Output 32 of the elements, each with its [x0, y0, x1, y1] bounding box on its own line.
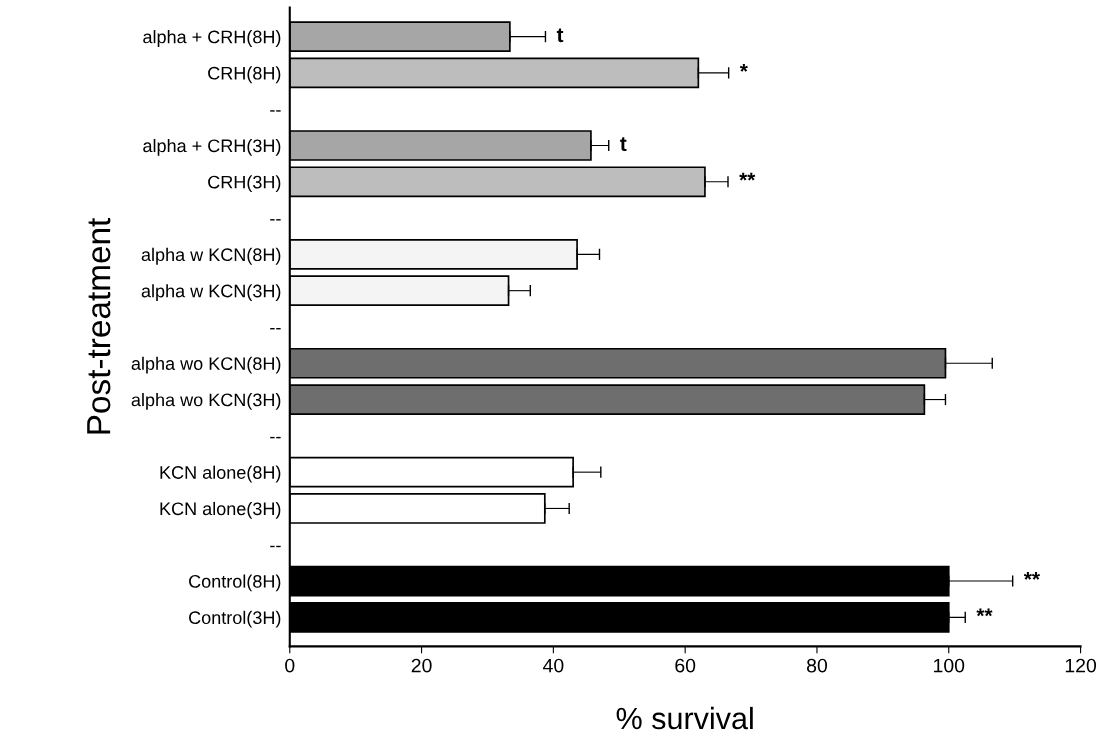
annotation: t	[620, 137, 627, 152]
x-tick-label: 100	[934, 658, 965, 673]
y-tick-label: KCN alone(8H)	[160, 465, 281, 483]
annotation: t	[556, 28, 564, 43]
x-tick-label: 40	[543, 658, 564, 673]
annotation: *	[739, 63, 748, 72]
x-tick-label: 60	[675, 658, 696, 673]
y-tick-label: alpha + CRH(3H)	[143, 138, 281, 156]
y-tick-label: alpha + CRH(8H)	[143, 30, 281, 47]
y-tick-label: alpha w KCN(3H)	[141, 284, 281, 301]
annotation: **	[739, 172, 756, 181]
y-tick-label: alpha w KCN(8H)	[141, 247, 281, 265]
y-tick-label: --	[270, 219, 281, 221]
y-tick-label: alpha wo KCN(8H)	[131, 356, 281, 374]
x-tick-label: 120	[1065, 658, 1097, 673]
y-tick-label: Control(8H)	[189, 574, 281, 592]
y-tick-label: KCN alone(3H)	[160, 501, 281, 519]
y-tick-label: --	[270, 545, 281, 548]
x-tick-label: 20	[411, 658, 432, 673]
y-tick-label: --	[270, 328, 281, 330]
annotation: **	[1023, 572, 1040, 580]
x-tick-label: 80	[807, 658, 828, 673]
x-axis-title: % survival	[616, 706, 753, 730]
y-tick-label: alpha wo KCN(3H)	[131, 393, 281, 410]
annotation: **	[976, 608, 993, 617]
y-tick-label: CRH(8H)	[208, 66, 281, 84]
y-axis-title: Post-treatment	[87, 217, 111, 434]
y-tick-label: --	[270, 110, 281, 112]
y-tick-label: --	[270, 436, 281, 439]
x-tick-label: 0	[285, 658, 295, 673]
y-tick-label: CRH(3H)	[208, 175, 281, 193]
y-tick-label: Control(3H)	[189, 610, 281, 628]
